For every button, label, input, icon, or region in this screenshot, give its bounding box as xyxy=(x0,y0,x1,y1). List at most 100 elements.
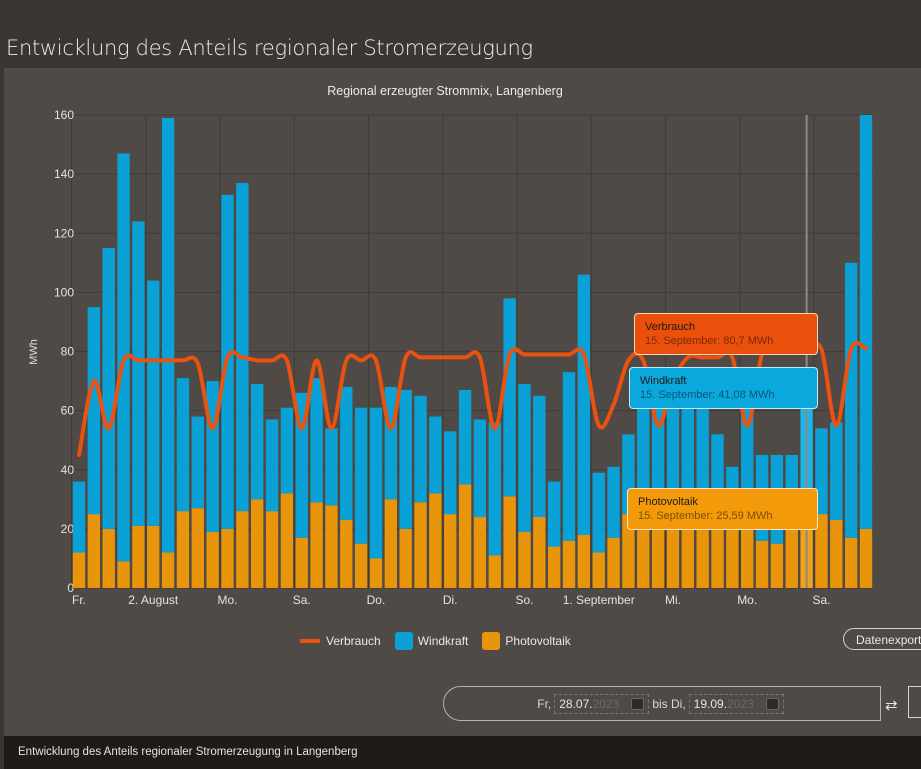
bar-photovoltaik[interactable] xyxy=(518,531,531,588)
bar-windkraft[interactable] xyxy=(191,416,204,509)
bar-windkraft[interactable] xyxy=(236,182,249,512)
bar-photovoltaik[interactable] xyxy=(681,514,694,588)
bar-windkraft[interactable] xyxy=(265,419,279,512)
bar-windkraft[interactable] xyxy=(414,395,427,503)
bar-photovoltaik[interactable] xyxy=(533,517,546,588)
bar-photovoltaik[interactable] xyxy=(458,484,472,588)
legend-item-verbrauch[interactable]: Verbrauch xyxy=(300,634,381,648)
legend-item-photovoltaik[interactable]: Photovoltaik xyxy=(482,632,571,650)
bar-windkraft[interactable] xyxy=(577,274,591,535)
bar-windkraft[interactable] xyxy=(176,378,190,512)
bar-windkraft[interactable] xyxy=(325,428,338,506)
bar-windkraft[interactable] xyxy=(310,378,323,503)
bar-windkraft[interactable] xyxy=(102,248,115,529)
bar-windkraft[interactable] xyxy=(87,307,101,515)
bar-photovoltaik[interactable] xyxy=(651,514,665,588)
bar-photovoltaik[interactable] xyxy=(191,508,204,588)
bar-photovoltaik[interactable] xyxy=(711,514,724,588)
bar-windkraft[interactable] xyxy=(562,372,576,541)
bar-photovoltaik[interactable] xyxy=(399,528,412,588)
bar-windkraft[interactable] xyxy=(340,386,353,521)
bar-photovoltaik[interactable] xyxy=(577,534,591,588)
secondary-control[interactable] xyxy=(908,686,921,718)
bar-photovoltaik[interactable] xyxy=(815,514,828,588)
bar-windkraft[interactable] xyxy=(607,466,620,538)
bar-photovoltaik[interactable] xyxy=(147,525,160,588)
bar-windkraft[interactable] xyxy=(458,389,472,485)
bar-windkraft[interactable] xyxy=(815,428,828,515)
bar-photovoltaik[interactable] xyxy=(369,558,383,588)
bar-windkraft[interactable] xyxy=(518,384,531,532)
bar-windkraft[interactable] xyxy=(844,262,858,538)
bar-photovoltaik[interactable] xyxy=(354,543,368,588)
bar-windkraft[interactable] xyxy=(637,404,650,515)
bar-windkraft[interactable] xyxy=(280,407,294,494)
bar-photovoltaik[interactable] xyxy=(221,528,234,588)
bar-windkraft[interactable] xyxy=(132,221,145,526)
bar-photovoltaik[interactable] xyxy=(265,511,279,588)
bar-windkraft[interactable] xyxy=(206,381,219,532)
to-date-input[interactable]: 19.09. 2023 xyxy=(688,693,784,714)
bar-photovoltaik[interactable] xyxy=(726,514,739,588)
bar-photovoltaik[interactable] xyxy=(161,552,175,588)
bar-photovoltaik[interactable] xyxy=(295,537,308,588)
bar-windkraft[interactable] xyxy=(161,117,175,553)
bar-photovoltaik[interactable] xyxy=(444,514,457,588)
bar-photovoltaik[interactable] xyxy=(592,552,605,588)
bar-windkraft[interactable] xyxy=(696,404,709,515)
bar-photovoltaik[interactable] xyxy=(176,511,190,588)
swap-icon[interactable]: ⇄ xyxy=(885,697,898,714)
bar-photovoltaik[interactable] xyxy=(473,517,487,588)
bar-photovoltaik[interactable] xyxy=(696,514,709,588)
bar-photovoltaik[interactable] xyxy=(844,537,858,588)
bar-photovoltaik[interactable] xyxy=(325,505,338,588)
calendar-icon[interactable] xyxy=(631,697,645,710)
bar-photovoltaik[interactable] xyxy=(488,555,501,588)
bar-windkraft[interactable] xyxy=(399,389,412,529)
bar-photovoltaik[interactable] xyxy=(547,546,561,588)
bar-photovoltaik[interactable] xyxy=(310,502,323,588)
bar-photovoltaik[interactable] xyxy=(102,528,115,588)
bar-windkraft[interactable] xyxy=(533,395,546,518)
bar-windkraft[interactable] xyxy=(503,298,516,497)
bar-windkraft[interactable] xyxy=(681,392,694,515)
bar-photovoltaik[interactable] xyxy=(132,525,145,588)
bar-windkraft[interactable] xyxy=(251,384,264,500)
bar-photovoltaik[interactable] xyxy=(666,514,680,588)
from-date-input[interactable]: 28.07. 2023 xyxy=(554,693,650,714)
bar-photovoltaik[interactable] xyxy=(117,561,130,588)
bar-photovoltaik[interactable] xyxy=(429,493,442,588)
bar-photovoltaik[interactable] xyxy=(340,520,353,588)
bar-windkraft[interactable] xyxy=(444,431,457,515)
bar-photovoltaik[interactable] xyxy=(384,499,398,588)
bar-photovoltaik[interactable] xyxy=(72,552,86,588)
calendar-icon[interactable] xyxy=(765,697,779,710)
bar-photovoltaik[interactable] xyxy=(741,514,754,588)
legend-item-windkraft[interactable]: Windkraft xyxy=(394,632,468,650)
bar-windkraft[interactable] xyxy=(666,398,680,515)
bar-windkraft[interactable] xyxy=(830,422,843,521)
bar-photovoltaik[interactable] xyxy=(503,496,516,588)
bar-photovoltaik[interactable] xyxy=(770,543,784,588)
bar-photovoltaik[interactable] xyxy=(785,514,798,588)
bar-windkraft[interactable] xyxy=(488,422,501,556)
bar-windkraft[interactable] xyxy=(473,419,487,518)
bar-photovoltaik[interactable] xyxy=(206,531,219,588)
bar-photovoltaik[interactable] xyxy=(87,514,101,588)
bar-photovoltaik[interactable] xyxy=(236,511,249,588)
bar-photovoltaik[interactable] xyxy=(414,502,427,588)
bar-photovoltaik[interactable] xyxy=(637,514,650,588)
bar-photovoltaik[interactable] xyxy=(755,540,769,588)
bar-windkraft[interactable] xyxy=(295,392,308,538)
bar-windkraft[interactable] xyxy=(592,472,605,553)
bar-windkraft[interactable] xyxy=(547,481,561,547)
bar-windkraft[interactable] xyxy=(859,115,873,529)
bar-photovoltaik[interactable] xyxy=(830,520,843,588)
bar-windkraft[interactable] xyxy=(147,280,160,526)
bar-windkraft[interactable] xyxy=(354,407,368,544)
bar-windkraft[interactable] xyxy=(384,386,398,500)
bar-windkraft[interactable] xyxy=(429,416,442,494)
bar-windkraft[interactable] xyxy=(72,481,86,553)
bar-photovoltaik[interactable] xyxy=(622,514,635,588)
bar-windkraft[interactable] xyxy=(741,395,754,515)
